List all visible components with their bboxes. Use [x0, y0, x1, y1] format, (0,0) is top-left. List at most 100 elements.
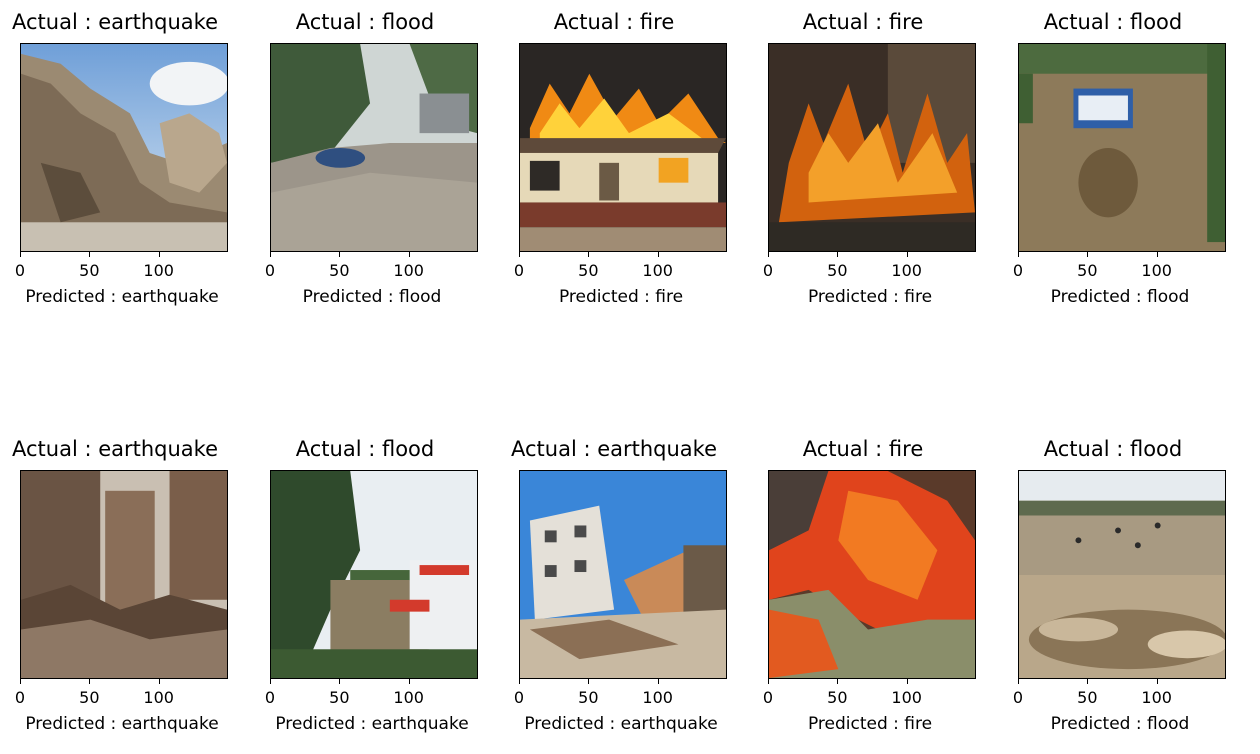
- panel-xlabel: Predicted : earthquake: [524, 714, 718, 734]
- x-axis: 0 50 100: [15, 252, 228, 282]
- panel-title: Actual : flood: [1043, 10, 1183, 34]
- x-tick-label: 50: [79, 688, 100, 707]
- panel-title: Actual : earthquake: [11, 10, 219, 34]
- x-tick: [270, 679, 271, 684]
- panel-image: [270, 43, 478, 252]
- x-tick-label: 0: [1012, 688, 1024, 707]
- flood-waves-crowd-image: [1019, 471, 1225, 678]
- x-tick: [519, 252, 520, 257]
- x-tick-label: 50: [1077, 261, 1098, 280]
- x-tick: [89, 679, 91, 684]
- panel-title: Actual : fire: [802, 10, 924, 34]
- x-tick: [1018, 679, 1019, 684]
- tilted-buildings-image: [520, 471, 726, 678]
- x-tick-label: 100: [891, 688, 922, 707]
- x-axis: 0 50 100: [265, 679, 478, 709]
- x-tick-label: 50: [578, 261, 599, 280]
- river-houses-image: [271, 471, 477, 678]
- x-tick: [408, 679, 410, 684]
- x-tick-label: 100: [143, 261, 174, 280]
- x-tick-label: 100: [393, 688, 424, 707]
- panel-xlabel: Predicted : earthquake: [25, 714, 219, 734]
- panel-xlabel: Predicted : fire: [558, 287, 684, 307]
- forest-fire-image: [769, 44, 975, 251]
- x-tick: [1156, 679, 1158, 684]
- x-tick-label: 50: [578, 688, 599, 707]
- flooded-road-image: [271, 44, 477, 251]
- burning-house-image: [520, 44, 726, 251]
- panel-title: Actual : fire: [553, 10, 675, 34]
- x-tick: [657, 252, 659, 257]
- x-tick-label: 100: [891, 261, 922, 280]
- x-axis: 0 50 100: [265, 252, 478, 282]
- x-tick: [408, 252, 410, 257]
- panel-image: [20, 470, 228, 679]
- x-tick-label: 0: [762, 688, 774, 707]
- panel-xlabel: Predicted : fire: [807, 714, 933, 734]
- x-tick: [906, 252, 908, 257]
- x-tick: [1087, 679, 1089, 684]
- x-tick-label: 50: [1077, 688, 1098, 707]
- rubble-street-image: [21, 44, 227, 251]
- x-axis: 0 50 100: [514, 679, 727, 709]
- x-tick: [588, 679, 590, 684]
- grass-fire-image: [769, 471, 975, 678]
- x-tick-label: 50: [329, 261, 350, 280]
- x-tick-label: 0: [264, 261, 276, 280]
- panel-image: [768, 43, 976, 252]
- x-axis: 0 50 100: [763, 252, 976, 282]
- x-tick-label: 100: [1141, 688, 1172, 707]
- x-tick: [20, 679, 21, 684]
- x-tick: [1018, 252, 1019, 257]
- x-tick: [657, 679, 659, 684]
- x-axis: 0 50 100: [514, 252, 727, 282]
- panel-image: [1018, 43, 1226, 252]
- x-axis: 0 50 100: [1013, 252, 1226, 282]
- panel-title: Actual : fire: [802, 437, 924, 461]
- x-tick: [906, 679, 908, 684]
- x-tick: [837, 679, 839, 684]
- x-tick: [89, 252, 91, 257]
- x-tick-label: 100: [1141, 261, 1172, 280]
- x-tick: [1156, 252, 1158, 257]
- x-tick: [768, 679, 769, 684]
- panel-xlabel: Predicted : flood: [1050, 287, 1190, 307]
- panel-xlabel: Predicted : earthquake: [25, 287, 219, 307]
- x-tick: [20, 252, 21, 257]
- x-axis: 0 50 100: [1013, 679, 1226, 709]
- x-tick: [339, 679, 341, 684]
- panel-title: Actual : flood: [1043, 437, 1183, 461]
- x-tick-label: 50: [827, 261, 848, 280]
- x-tick: [837, 252, 839, 257]
- panel-image: [768, 470, 976, 679]
- x-tick: [339, 252, 341, 257]
- panel-title: Actual : flood: [295, 437, 435, 461]
- panel-image: [519, 43, 727, 252]
- collapsed-buildings-image: [21, 471, 227, 678]
- x-tick-label: 100: [642, 688, 673, 707]
- x-tick-label: 100: [143, 688, 174, 707]
- panel-image: [1018, 470, 1226, 679]
- x-tick: [158, 679, 160, 684]
- x-tick-label: 100: [393, 261, 424, 280]
- panel-title: Actual : flood: [295, 10, 435, 34]
- x-axis: 0 50 100: [15, 679, 228, 709]
- x-tick: [1087, 252, 1089, 257]
- x-tick: [158, 252, 160, 257]
- x-tick-label: 0: [1012, 261, 1024, 280]
- x-tick: [768, 252, 769, 257]
- x-tick-label: 0: [513, 261, 525, 280]
- panel-title: Actual : earthquake: [11, 437, 219, 461]
- x-tick-label: 50: [827, 688, 848, 707]
- x-tick: [270, 252, 271, 257]
- x-tick: [519, 679, 520, 684]
- x-tick-label: 0: [264, 688, 276, 707]
- x-tick-label: 50: [79, 261, 100, 280]
- panel-title: Actual : earthquake: [510, 437, 718, 461]
- x-tick-label: 0: [513, 688, 525, 707]
- panel-image: [20, 43, 228, 252]
- panel-xlabel: Predicted : flood: [1050, 714, 1190, 734]
- x-tick-label: 100: [642, 261, 673, 280]
- flooded-village-image: [1019, 44, 1225, 251]
- x-tick-label: 0: [14, 688, 26, 707]
